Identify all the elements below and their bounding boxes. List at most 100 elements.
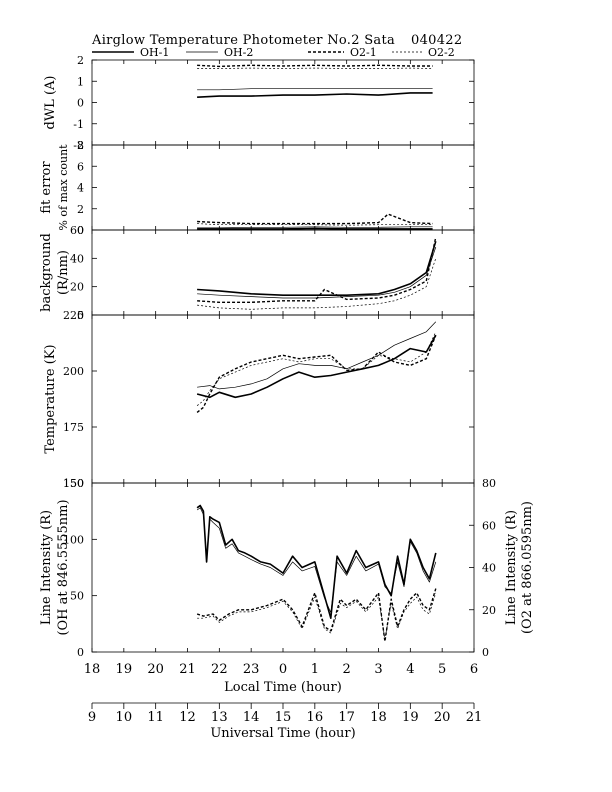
local-time-tick-label: 20 [147,662,164,677]
y-axis-label-2: (R/nm) [56,250,71,295]
panel-frame [91,144,475,231]
local-time-tick-label: 1 [311,662,319,677]
panel-frame [91,229,475,316]
ut-tick-label: 18 [370,710,387,725]
y-axis-label-2: (OH at 846.5555nm) [56,499,71,635]
series-line-oh-1 [197,241,437,297]
panel-frame [91,314,475,484]
legend: OH-1 OH-2 O2-1 O2-2 [92,46,455,59]
local-time-tick-label: 18 [84,662,101,677]
series-line-oh-2 [197,88,433,91]
local-time-tick-label: 19 [116,662,133,677]
local-time-axis: 18 19 20 21 22 23 0 1 2 3 4 5 6 [84,662,478,677]
y-tick-label: 0 [77,97,84,110]
y2-tick-label: 80 [482,477,496,490]
local-time-tick-label: 2 [343,662,351,677]
y-tick-label: 1 [77,75,84,88]
series-line-oh-2 [196,507,437,613]
y-tick-label: 200 [63,365,84,378]
series-line-o2-1 [197,64,433,68]
panel-frame [91,59,475,146]
ut-tick-label: 12 [179,710,196,725]
series-line-oh-1 [196,504,437,620]
series-line-oh-2 [197,321,437,390]
local-time-tick-label: 5 [438,662,446,677]
panel-temperature: 150 175 200 225 Temperature (K) [43,309,475,490]
local-time-tick-label: 4 [406,662,414,677]
series-line-o2-1 [196,334,437,413]
y2-tick-label: 40 [482,562,496,575]
y-tick-label: 0 [77,646,84,659]
ut-tick-label: 15 [275,710,292,725]
series-line-oh-1 [196,334,437,399]
universal-time-label: Universal Time (hour) [210,726,355,741]
panel-fit-error: 0 2 4 6 8 fit error% of max count [39,139,475,237]
ut-tick-label: 9 [88,710,96,725]
ut-tick-label: 10 [116,710,133,725]
y2-tick-label: 20 [482,604,496,617]
y-tick-label: 2 [77,54,84,67]
ut-tick-label: 13 [211,710,228,725]
legend-label-o21: O2-1 [350,46,377,59]
y-tick-label: 2 [77,203,84,216]
ut-tick-label: 14 [243,710,260,725]
legend-label-oh1: OH-1 [140,46,169,59]
y-tick-label: 50 [70,590,84,603]
y-tick-label: 20 [70,281,84,294]
universal-time-axis: 9 10 11 12 13 14 15 16 17 18 19 20 21 [88,702,483,725]
panel-background: 0 20 40 60 background (R/nm) [39,224,475,322]
chart-title: Airglow Temperature Photometer No.2 Sata [91,33,395,48]
y2-axis-label-2: (O2 at 866.0595nm) [520,501,535,634]
y-axis-label: background [39,233,54,312]
ut-tick-label: 20 [434,710,451,725]
series-line-o2-2 [197,223,433,226]
panel-dwl: -2 -1 0 1 2 dWL (A) [43,54,475,152]
series-line-o2-1 [197,213,433,225]
panels: -2 -1 0 1 2 dWL (A) 0 2 4 6 8 fit error% of max cou… [39,54,535,659]
y-tick-label: -2 [73,139,84,152]
local-time-tick-label: 0 [279,662,287,677]
y-tick-label: 150 [63,477,84,490]
y-axis-label: dWL (A) [43,76,58,130]
y-tick-label: 40 [70,252,84,265]
series-line-o2-2 [197,592,437,640]
y-tick-label: 225 [63,309,84,322]
ut-tick-label: 16 [307,710,324,725]
ut-tick-label: 17 [338,710,355,725]
ut-tick-label: 19 [402,710,419,725]
y-axis-label-2: % of max count [57,144,70,231]
y-tick-label: 0 [77,309,84,322]
series-line-oh-1 [197,92,433,98]
legend-label-oh2: OH-2 [224,46,253,59]
local-time-tick-label: 23 [243,662,260,677]
y2-tick-label: 0 [482,646,489,659]
y-tick-label: 60 [70,224,84,237]
panel-frame [91,482,475,653]
y-axis-label: Line Intensity (R) [39,510,54,625]
y2-tick-label: 60 [482,519,496,532]
local-time-label: Local Time (hour) [224,680,342,695]
y-axis-label: fit error [39,161,54,214]
ut-tick-label: 11 [147,710,164,725]
series-line-oh-2 [197,226,433,229]
y-tick-label: 150 [63,477,84,490]
y-tick-label: 0 [77,224,84,237]
local-time-tick-label: 3 [374,662,382,677]
y-tick-label: 100 [63,533,84,546]
series-line-oh-2 [197,246,437,299]
y-axis-label: Temperature (K) [43,344,58,453]
legend-label-o22: O2-2 [428,46,455,59]
local-time-tick-label: 6 [470,662,478,677]
y-tick-label: 6 [77,160,84,173]
y-tick-label: 175 [63,421,84,434]
local-time-tick-label: 22 [211,662,228,677]
chart-date: 040422 [411,33,462,48]
series-line-o2-2 [196,331,437,406]
y2-axis-label: Line Intensity (R) [504,510,519,625]
series-line-oh-1 [197,227,433,230]
y-tick-label: 4 [77,182,84,195]
ut-tick-label: 21 [466,710,483,725]
series-line-o2-1 [196,588,437,643]
